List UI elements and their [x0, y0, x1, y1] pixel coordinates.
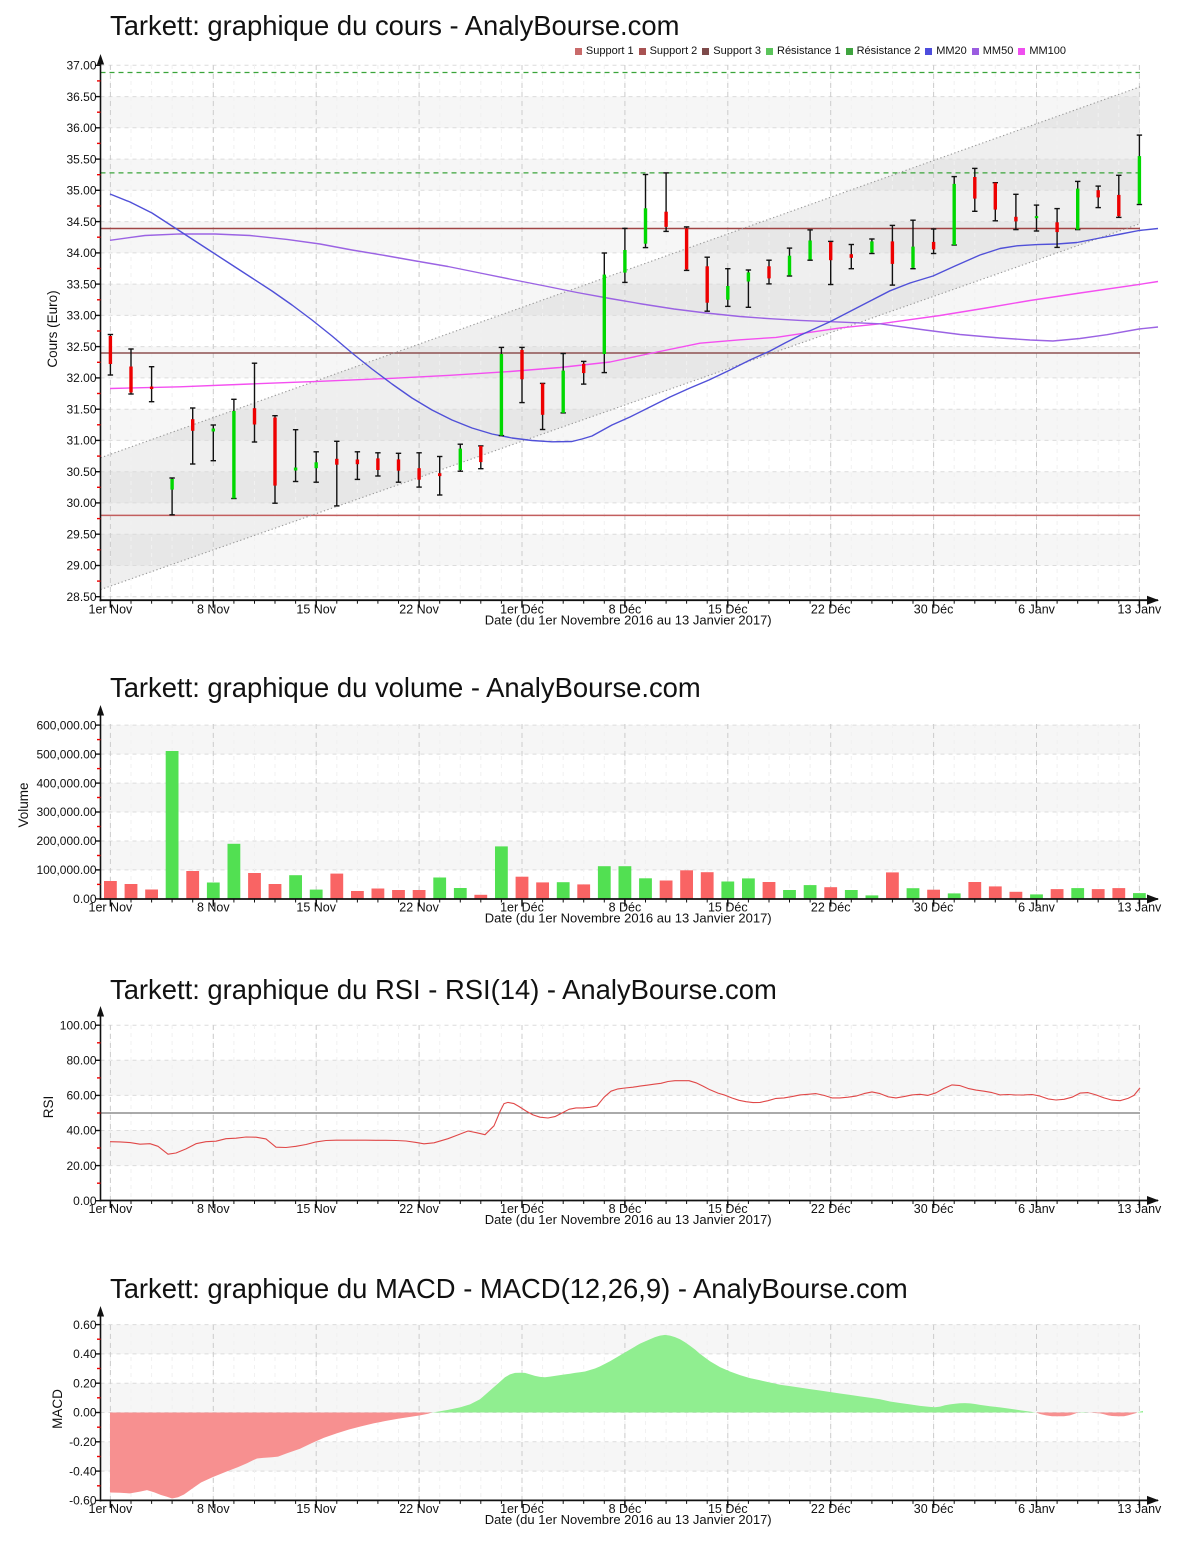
- svg-text:6 Janv: 6 Janv: [1018, 1202, 1056, 1216]
- svg-text:33.00: 33.00: [66, 309, 96, 323]
- svg-text:32.50: 32.50: [66, 340, 96, 354]
- svg-text:500,000.00: 500,000.00: [36, 747, 96, 761]
- svg-text:8 Déc: 8 Déc: [609, 603, 642, 617]
- svg-text:1er Déc: 1er Déc: [500, 1502, 544, 1516]
- svg-text:30 Déc: 30 Déc: [914, 603, 954, 617]
- svg-text:8 Nov: 8 Nov: [197, 1202, 230, 1216]
- svg-text:1er Déc: 1er Déc: [500, 1202, 544, 1216]
- svg-text:8 Déc: 8 Déc: [609, 901, 642, 915]
- svg-text:100.00: 100.00: [60, 1018, 97, 1032]
- svg-text:200,000.00: 200,000.00: [36, 834, 96, 848]
- svg-text:15 Déc: 15 Déc: [708, 603, 748, 617]
- svg-text:80.00: 80.00: [66, 1054, 96, 1068]
- svg-text:Tarkett: graphique du RSI - RS: Tarkett: graphique du RSI - RSI(14) - An…: [110, 974, 777, 1005]
- svg-text:15 Nov: 15 Nov: [296, 1202, 336, 1216]
- svg-text:6 Janv: 6 Janv: [1018, 901, 1056, 915]
- svg-text:22 Déc: 22 Déc: [811, 603, 851, 617]
- svg-text:30.50: 30.50: [66, 465, 96, 479]
- svg-text:400,000.00: 400,000.00: [36, 776, 96, 790]
- svg-text:13 Janv: 13 Janv: [1118, 603, 1163, 617]
- svg-text:36.00: 36.00: [66, 121, 96, 135]
- svg-text:22 Déc: 22 Déc: [811, 901, 851, 915]
- svg-text:8 Déc: 8 Déc: [609, 1502, 642, 1516]
- svg-text:-0.60: -0.60: [69, 1494, 97, 1508]
- svg-text:31.50: 31.50: [66, 402, 96, 416]
- svg-text:Volume: Volume: [16, 782, 31, 827]
- svg-text:22 Déc: 22 Déc: [811, 1502, 851, 1516]
- svg-text:Tarkett: graphique du cours -: Tarkett: graphique du cours - AnalyBours…: [110, 10, 679, 41]
- svg-text:20.00: 20.00: [66, 1159, 96, 1173]
- svg-text:Date (du 1er Novembre 2016 au: Date (du 1er Novembre 2016 au 13 Janvier…: [485, 613, 772, 628]
- svg-text:Tarkett: graphique du volume -: Tarkett: graphique du volume - AnalyBour…: [110, 672, 701, 703]
- svg-text:15 Nov: 15 Nov: [296, 603, 336, 617]
- svg-text:1er Nov: 1er Nov: [89, 1502, 134, 1516]
- svg-text:300,000.00: 300,000.00: [36, 805, 96, 819]
- svg-text:13 Janv: 13 Janv: [1118, 1502, 1163, 1516]
- svg-text:15 Nov: 15 Nov: [296, 901, 336, 915]
- svg-text:1er Nov: 1er Nov: [89, 901, 134, 915]
- svg-text:8 Nov: 8 Nov: [197, 901, 230, 915]
- svg-text:22 Nov: 22 Nov: [399, 901, 439, 915]
- svg-text:8 Nov: 8 Nov: [197, 603, 230, 617]
- svg-text:13 Janv: 13 Janv: [1118, 1202, 1163, 1216]
- svg-text:RSI: RSI: [41, 1096, 56, 1119]
- svg-text:600,000.00: 600,000.00: [36, 718, 96, 732]
- svg-text:8 Nov: 8 Nov: [197, 1502, 230, 1516]
- svg-text:Date (du 1er Novembre 2016 au: Date (du 1er Novembre 2016 au 13 Janvier…: [485, 911, 772, 926]
- svg-text:34.50: 34.50: [66, 215, 96, 229]
- svg-text:29.00: 29.00: [66, 559, 96, 573]
- svg-text:1er Nov: 1er Nov: [89, 1202, 134, 1216]
- svg-text:29.50: 29.50: [66, 527, 96, 541]
- svg-text:37.00: 37.00: [66, 59, 96, 73]
- svg-text:Tarkett: graphique du MACD - M: Tarkett: graphique du MACD - MACD(12,26,…: [110, 1273, 908, 1304]
- svg-text:22 Nov: 22 Nov: [399, 1502, 439, 1516]
- svg-text:15 Déc: 15 Déc: [708, 1502, 748, 1516]
- svg-text:0.40: 0.40: [73, 1347, 97, 1361]
- svg-text:40.00: 40.00: [66, 1124, 96, 1138]
- svg-text:Cours (Euro): Cours (Euro): [45, 290, 60, 367]
- svg-text:0.00: 0.00: [73, 1194, 97, 1208]
- svg-text:32.00: 32.00: [66, 371, 96, 385]
- svg-text:15 Déc: 15 Déc: [708, 901, 748, 915]
- svg-text:Date (du 1er Novembre 2016 au: Date (du 1er Novembre 2016 au 13 Janvier…: [485, 1212, 772, 1227]
- svg-text:1er Déc: 1er Déc: [500, 901, 544, 915]
- svg-text:35.00: 35.00: [66, 184, 96, 198]
- svg-text:-0.20: -0.20: [69, 1435, 97, 1449]
- svg-text:15 Nov: 15 Nov: [296, 1502, 336, 1516]
- svg-text:13 Janv: 13 Janv: [1118, 901, 1163, 915]
- svg-text:1er Nov: 1er Nov: [89, 603, 134, 617]
- svg-text:8 Déc: 8 Déc: [609, 1202, 642, 1216]
- svg-text:36.50: 36.50: [66, 90, 96, 104]
- svg-text:30 Déc: 30 Déc: [914, 1202, 954, 1216]
- svg-text:34.00: 34.00: [66, 246, 96, 260]
- svg-text:22 Nov: 22 Nov: [399, 1202, 439, 1216]
- svg-text:6 Janv: 6 Janv: [1018, 1502, 1056, 1516]
- svg-text:22 Déc: 22 Déc: [811, 1202, 851, 1216]
- svg-text:MACD: MACD: [50, 1389, 65, 1429]
- svg-text:60.00: 60.00: [66, 1089, 96, 1103]
- svg-text:0.60: 0.60: [73, 1318, 97, 1332]
- svg-text:30 Déc: 30 Déc: [914, 1502, 954, 1516]
- svg-text:0.20: 0.20: [73, 1376, 97, 1390]
- svg-text:1er Déc: 1er Déc: [500, 603, 544, 617]
- svg-text:100,000.00: 100,000.00: [36, 863, 96, 877]
- svg-text:30.00: 30.00: [66, 496, 96, 510]
- svg-text:28.50: 28.50: [66, 590, 96, 604]
- svg-text:35.50: 35.50: [66, 152, 96, 166]
- svg-text:0.00: 0.00: [73, 1406, 97, 1420]
- svg-text:6 Janv: 6 Janv: [1018, 603, 1056, 617]
- svg-text:0.00: 0.00: [73, 892, 97, 906]
- svg-text:30 Déc: 30 Déc: [914, 901, 954, 915]
- svg-text:33.50: 33.50: [66, 277, 96, 291]
- svg-text:-0.40: -0.40: [69, 1464, 97, 1478]
- svg-text:22 Nov: 22 Nov: [399, 603, 439, 617]
- svg-text:31.00: 31.00: [66, 434, 96, 448]
- svg-text:Date (du 1er Novembre 2016 au: Date (du 1er Novembre 2016 au 13 Janvier…: [485, 1512, 772, 1527]
- svg-text:15 Déc: 15 Déc: [708, 1202, 748, 1216]
